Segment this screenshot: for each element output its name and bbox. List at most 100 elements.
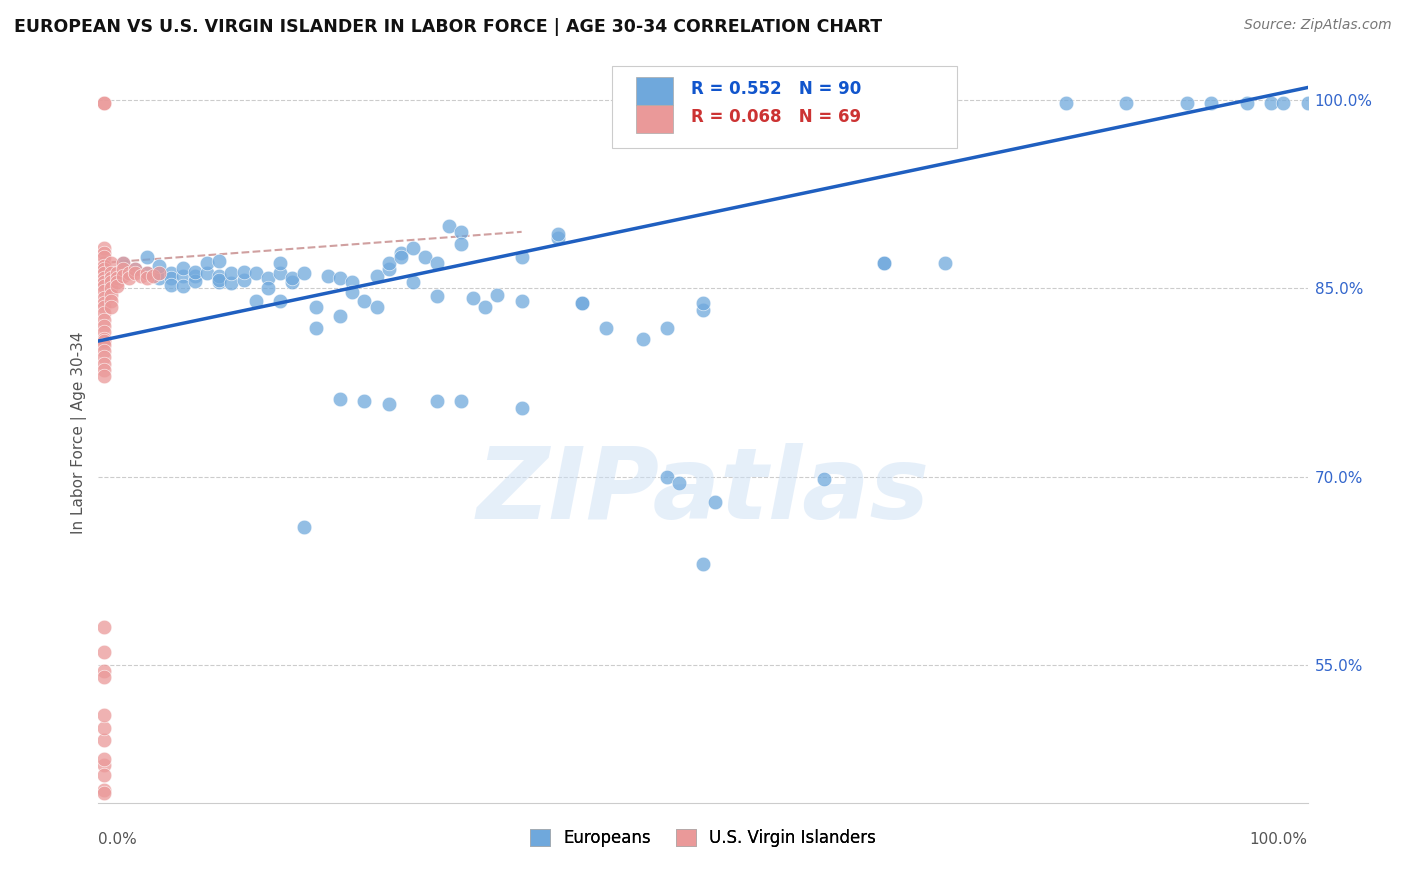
Point bbox=[329, 271, 352, 285]
Point bbox=[655, 469, 678, 483]
Point bbox=[93, 369, 115, 384]
Point bbox=[93, 805, 115, 820]
Point bbox=[93, 325, 115, 339]
Point bbox=[100, 266, 122, 280]
Point bbox=[124, 262, 146, 277]
Point bbox=[93, 768, 115, 782]
Point bbox=[631, 331, 654, 345]
Point bbox=[232, 265, 254, 279]
Point bbox=[195, 256, 218, 270]
Point bbox=[124, 266, 146, 280]
Point bbox=[269, 256, 291, 270]
Point bbox=[93, 721, 115, 735]
Point bbox=[1272, 95, 1295, 110]
Point bbox=[100, 271, 122, 285]
Point bbox=[93, 259, 115, 273]
Point bbox=[402, 241, 425, 255]
Point bbox=[93, 708, 115, 723]
Point bbox=[342, 275, 364, 289]
Point bbox=[93, 839, 115, 854]
Point bbox=[172, 268, 194, 283]
Point bbox=[426, 256, 449, 270]
Point bbox=[256, 281, 278, 295]
Legend: Europeans, U.S. Virgin Islanders: Europeans, U.S. Virgin Islanders bbox=[523, 822, 883, 854]
Point bbox=[111, 268, 134, 283]
Point bbox=[93, 338, 115, 352]
Point bbox=[160, 277, 183, 292]
Point bbox=[93, 620, 115, 634]
Point bbox=[93, 357, 115, 371]
Point bbox=[366, 300, 388, 314]
Point bbox=[208, 272, 231, 286]
Point bbox=[873, 256, 896, 270]
Point bbox=[463, 291, 485, 305]
Point bbox=[148, 266, 170, 280]
Point bbox=[135, 266, 157, 280]
Point bbox=[256, 271, 278, 285]
Point bbox=[93, 296, 115, 310]
Point bbox=[1054, 95, 1077, 110]
Point bbox=[232, 272, 254, 286]
Point bbox=[486, 287, 509, 301]
Point bbox=[135, 271, 157, 285]
Point bbox=[1236, 95, 1258, 110]
Point bbox=[510, 401, 533, 415]
Point bbox=[426, 394, 449, 409]
Point bbox=[281, 275, 304, 289]
Point bbox=[135, 250, 157, 264]
Point bbox=[118, 266, 141, 280]
Point bbox=[437, 219, 460, 233]
Point bbox=[93, 256, 115, 270]
Point bbox=[160, 266, 183, 280]
Point bbox=[668, 475, 690, 490]
Point bbox=[105, 278, 128, 293]
Point bbox=[93, 752, 115, 766]
Point bbox=[111, 256, 134, 270]
Text: 100.0%: 100.0% bbox=[1250, 832, 1308, 847]
Point bbox=[93, 645, 115, 659]
Point bbox=[510, 250, 533, 264]
Point bbox=[571, 296, 593, 310]
Point bbox=[305, 300, 328, 314]
Point bbox=[172, 278, 194, 293]
Point bbox=[93, 271, 115, 285]
Point bbox=[329, 309, 352, 323]
FancyBboxPatch shape bbox=[637, 104, 672, 133]
Point bbox=[100, 256, 122, 270]
Point bbox=[100, 281, 122, 295]
Point bbox=[366, 268, 388, 283]
Point bbox=[129, 268, 152, 283]
Point bbox=[93, 312, 115, 326]
Text: ZIPatlas: ZIPatlas bbox=[477, 443, 929, 541]
Point bbox=[426, 289, 449, 303]
Point bbox=[100, 287, 122, 301]
Point bbox=[105, 271, 128, 285]
Point bbox=[105, 275, 128, 289]
Point bbox=[93, 262, 115, 277]
Point bbox=[292, 520, 315, 534]
Point bbox=[329, 392, 352, 406]
Point bbox=[377, 397, 399, 411]
Point bbox=[269, 266, 291, 280]
Point bbox=[148, 271, 170, 285]
Point bbox=[389, 246, 412, 260]
Point bbox=[413, 250, 436, 264]
Point bbox=[93, 664, 115, 678]
Point bbox=[292, 266, 315, 280]
Point bbox=[93, 318, 115, 333]
Point bbox=[93, 733, 115, 747]
Point bbox=[474, 300, 496, 314]
Point bbox=[93, 331, 115, 345]
Point bbox=[221, 266, 243, 280]
Text: 0.0%: 0.0% bbox=[98, 832, 138, 847]
Point bbox=[245, 293, 267, 308]
Point bbox=[100, 275, 122, 289]
Point bbox=[195, 266, 218, 280]
Point bbox=[813, 472, 835, 486]
Point bbox=[1115, 95, 1137, 110]
Point bbox=[1260, 95, 1282, 110]
Text: R = 0.068   N = 69: R = 0.068 N = 69 bbox=[690, 108, 860, 127]
Point bbox=[389, 250, 412, 264]
Point bbox=[1175, 95, 1198, 110]
Point bbox=[148, 266, 170, 280]
